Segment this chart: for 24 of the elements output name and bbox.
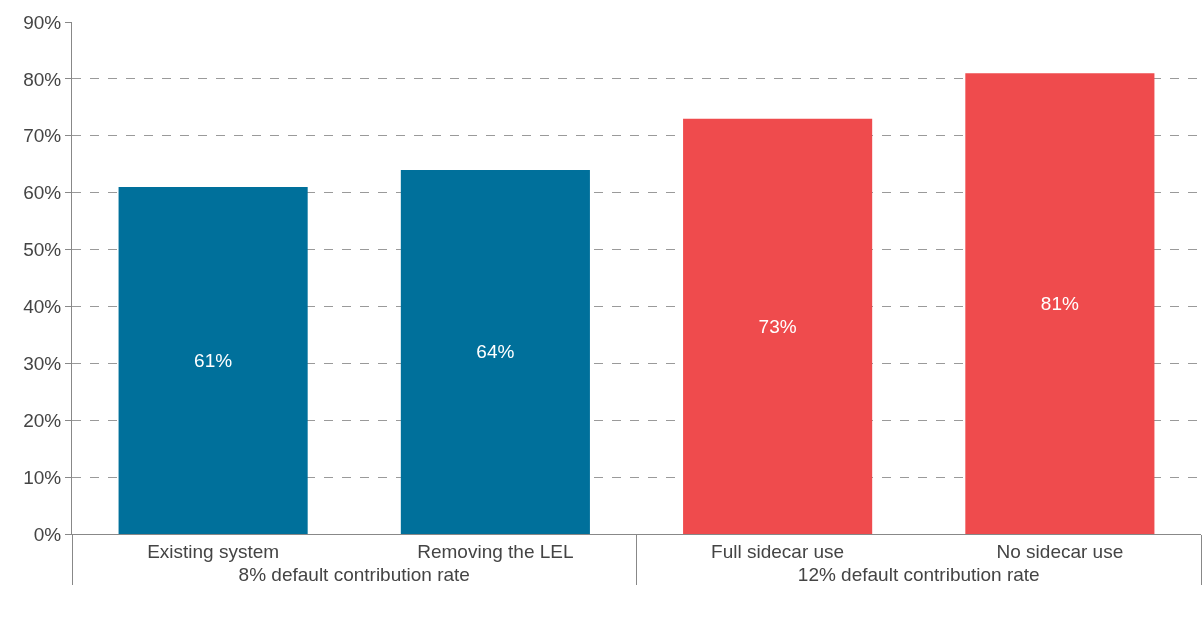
bar: [965, 73, 1155, 534]
x-tick-label: Full sidecar use: [711, 540, 845, 562]
y-tick-label: 50%: [23, 239, 62, 261]
y-tick-label: 0%: [33, 523, 62, 545]
data-label: 61%: [194, 349, 233, 371]
y-tick-label: 30%: [23, 352, 62, 374]
y-tick-label: 70%: [23, 125, 62, 147]
y-tick-label: 60%: [23, 182, 62, 204]
bar: [683, 118, 873, 534]
text: 8% default contribution rate: [238, 563, 470, 585]
text: 12% default contribution rate: [797, 563, 1040, 585]
y-tick-label: 80%: [23, 68, 62, 90]
y-tick-label: 90%: [23, 11, 62, 33]
x-tick-label: Existing system: [147, 540, 280, 562]
data-label: 73%: [758, 315, 797, 337]
bar: [118, 186, 308, 534]
y-tick-label: 20%: [23, 409, 62, 431]
y-tick-label: 10%: [23, 466, 62, 488]
x-tick-label: Removing the LEL: [417, 540, 574, 562]
x-tick-label: No sidecar use: [996, 540, 1124, 562]
data-label: 81%: [1040, 293, 1079, 315]
data-label: 64%: [476, 341, 515, 363]
y-tick-label: 40%: [23, 296, 62, 318]
bar: [400, 169, 590, 534]
